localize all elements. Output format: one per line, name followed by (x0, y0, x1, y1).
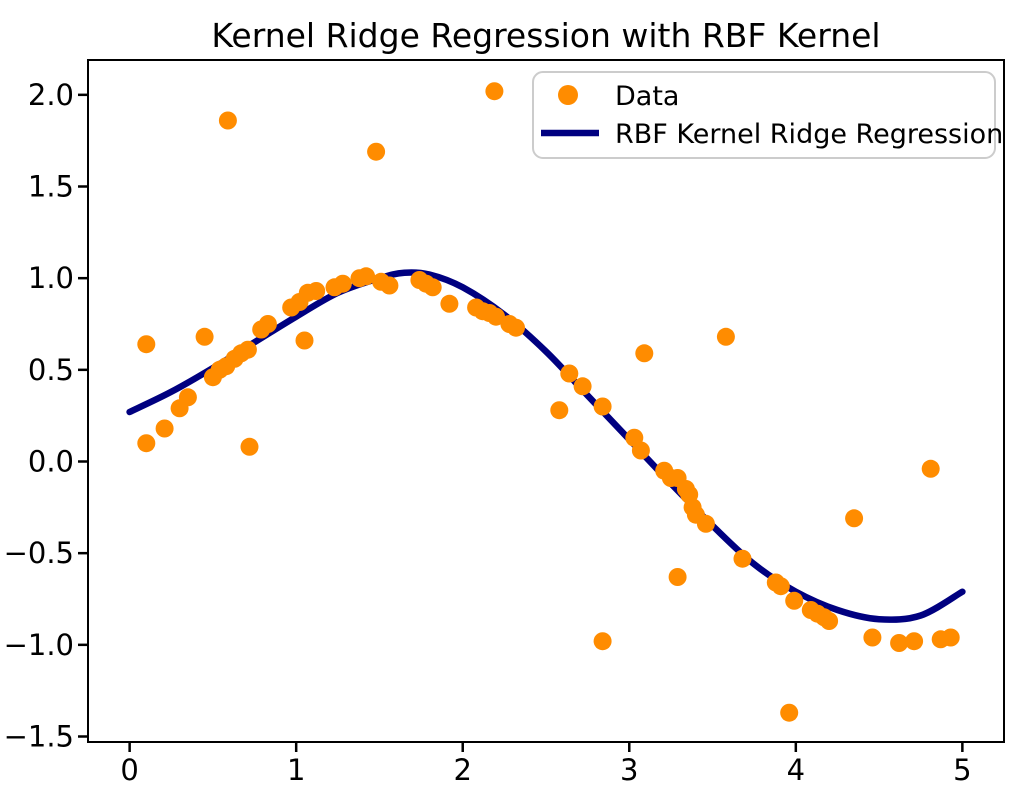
data-point (487, 307, 505, 326)
x-tick-label: 0 (120, 753, 138, 787)
data-point (178, 388, 197, 407)
data-point (921, 459, 940, 478)
legend-label-regression: RBF Kernel Ridge Regression (615, 119, 1003, 150)
legend: Data RBF Kernel Ridge Regression (532, 71, 1003, 159)
data-point (218, 111, 237, 130)
y-tick-label: −0.5 (4, 536, 74, 570)
x-tick-label: 2 (454, 753, 472, 787)
legend-box (532, 71, 996, 159)
data-point (560, 364, 579, 383)
data-point (485, 82, 504, 101)
data-point (195, 327, 214, 346)
x-tick-label: 4 (787, 753, 805, 787)
axes: 0 1 2 3 4 5 2.0 1.5 1.0 0.5 0.0 −0.5 −1.0 −1.5 (4, 59, 1005, 787)
data-point (240, 437, 259, 456)
data-point (696, 514, 715, 533)
y-tick-label: −1.0 (4, 628, 74, 662)
data-point (780, 703, 799, 722)
data-point (890, 634, 909, 652)
data-point (137, 335, 156, 354)
data-point (238, 340, 257, 359)
data-point (295, 331, 314, 350)
data-point (593, 632, 612, 651)
x-tick-label: 3 (620, 753, 638, 787)
regression-line (126, 269, 966, 623)
data-point (716, 327, 735, 346)
data-point (307, 282, 326, 300)
data-point (668, 568, 687, 586)
data-point (785, 591, 804, 610)
y-tick-label: 0.5 (28, 353, 74, 387)
y-tick-label: 2.0 (28, 78, 74, 112)
x-tick-label: 5 (953, 753, 971, 787)
data-point (155, 419, 174, 438)
data-point (635, 344, 654, 363)
plot-spines (87, 59, 1005, 743)
data-point (357, 267, 376, 286)
y-tick-label: −1.5 (4, 720, 74, 754)
data-point (258, 315, 277, 333)
data-point (423, 278, 442, 297)
legend-data-marker-icon (558, 85, 578, 105)
data-point (507, 318, 525, 337)
data-point (771, 577, 790, 596)
data-point (440, 294, 459, 313)
data-point (593, 397, 612, 416)
y-tick-label: 0.0 (28, 445, 74, 479)
data-point (733, 549, 752, 568)
data-point (845, 509, 864, 528)
chart-title: Kernel Ridge Regression with RBF Kernel (211, 16, 880, 55)
regression-line-layer (126, 269, 966, 623)
data-point (550, 401, 569, 420)
data-point (863, 628, 882, 647)
y-tick-label: 1.5 (28, 170, 74, 204)
data-point (137, 434, 156, 453)
data-point (820, 612, 839, 630)
data-point (380, 276, 399, 295)
data-point (367, 142, 386, 161)
data-point (573, 377, 592, 396)
data-point (333, 274, 352, 293)
data-point (905, 632, 924, 651)
y-tick-label: 1.0 (28, 261, 74, 295)
data-point (941, 628, 960, 647)
x-tick-label: 1 (287, 753, 305, 787)
scatter-layer (137, 82, 960, 722)
legend-label-data: Data (615, 81, 679, 112)
data-point (631, 441, 650, 460)
